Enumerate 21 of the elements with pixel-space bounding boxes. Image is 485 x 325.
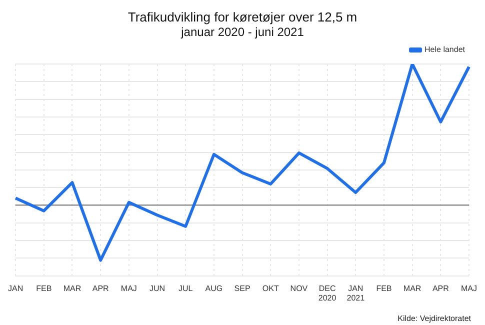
x-tick-label: JUL — [178, 284, 194, 293]
x-tick-label: JAN 2021 — [346, 284, 366, 302]
x-tick-label: MAJ — [120, 284, 137, 293]
x-tick-label: FEB — [376, 284, 392, 293]
x-tick-label: SEP — [234, 284, 250, 293]
chart-title: Trafikudvikling for køretøjer over 12,5 m — [128, 9, 358, 24]
chart-subtitle: januar 2020 - juni 2021 — [180, 25, 304, 40]
x-tick-label: APR — [92, 284, 110, 293]
x-tick-label: MAR — [403, 284, 422, 293]
legend-label: Hele landet — [424, 45, 466, 54]
x-tick-label: APR — [432, 284, 450, 293]
x-tick-label: DEC 2020 — [318, 284, 337, 302]
text: Kilde: Vejdirektoratet — [398, 314, 472, 324]
x-tick-label: OKT — [262, 284, 279, 293]
x-tick-label: MAR — [63, 284, 82, 293]
x-tick-label: JUN — [149, 284, 166, 293]
x-tick-label: JAN — [8, 284, 24, 293]
x-tick-label: NOV — [290, 284, 308, 293]
x-tick-label: FEB — [36, 284, 52, 293]
x-tick-label: AUG — [205, 284, 223, 293]
x-tick-label: MAJ — [461, 284, 477, 293]
